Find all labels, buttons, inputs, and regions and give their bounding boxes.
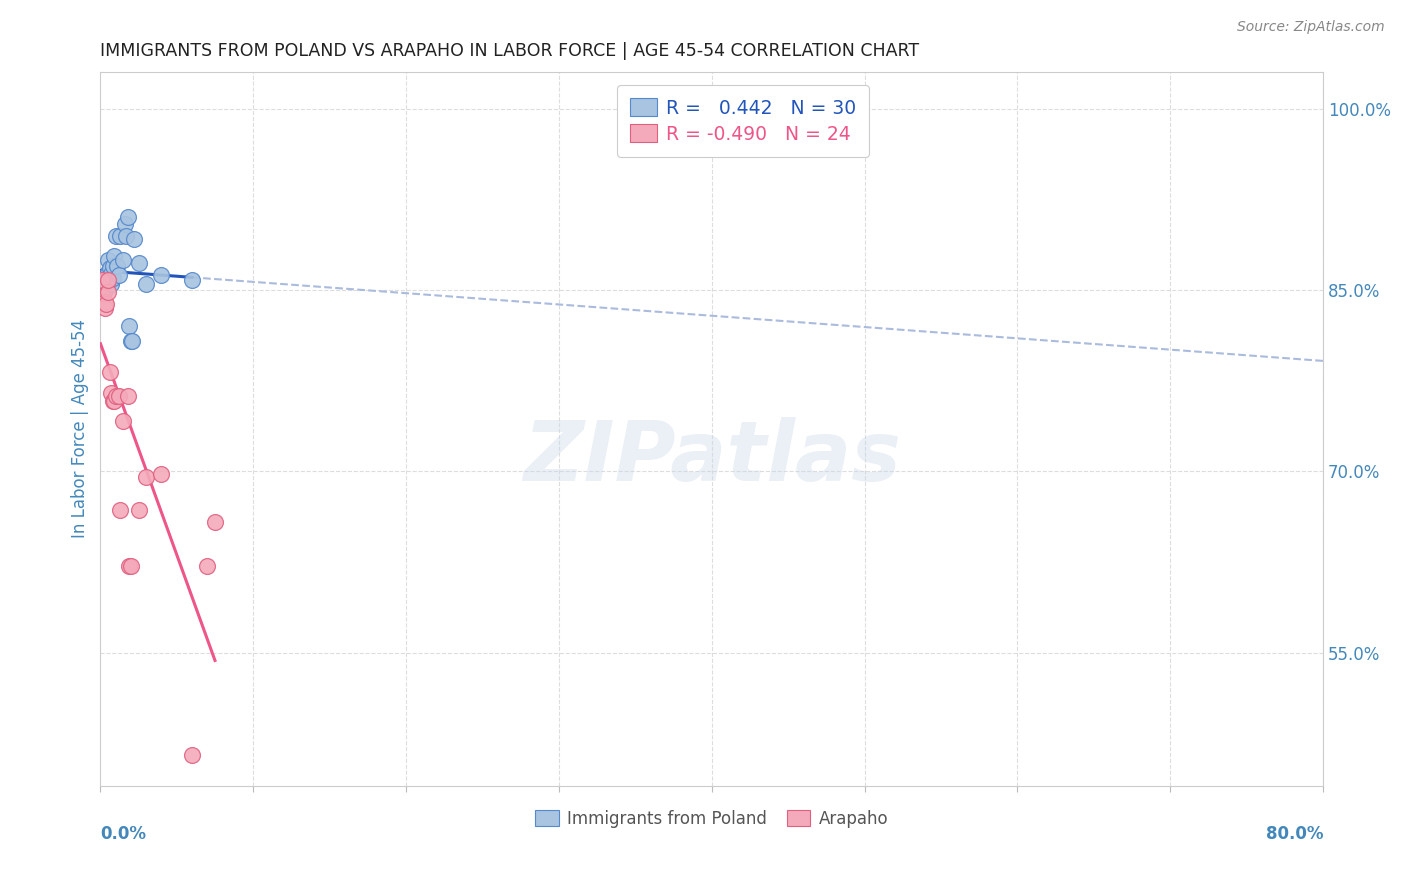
Point (195, 558, 218, 573)
Point (104, 228, 127, 243)
Text: ZIPatlas: ZIPatlas (523, 417, 901, 498)
Point (96, 297, 118, 311)
Point (120, 334, 142, 348)
Point (96, 271, 118, 285)
Point (104, 389, 127, 403)
Point (110, 503, 132, 517)
Point (110, 228, 132, 243)
Point (90, 273, 112, 287)
Point (112, 252, 135, 267)
Point (118, 558, 141, 573)
Point (97, 277, 120, 291)
Text: 0.0%: 0.0% (100, 825, 146, 843)
Point (103, 249, 125, 263)
Point (97, 273, 120, 287)
Point (107, 268, 129, 283)
Point (101, 259, 124, 273)
Text: IMMIGRANTS FROM POLAND VS ARAPAHO IN LABOR FORCE | AGE 45-54 CORRELATION CHART: IMMIGRANTS FROM POLAND VS ARAPAHO IN LAB… (100, 42, 920, 60)
Point (120, 558, 142, 573)
Point (94, 283, 117, 297)
Point (98, 365, 121, 379)
Point (100, 267, 122, 281)
Y-axis label: In Labor Force | Age 45-54: In Labor Force | Age 45-54 (72, 319, 89, 539)
Point (103, 394, 125, 409)
Point (121, 334, 143, 348)
Point (150, 268, 173, 283)
Point (98, 261, 121, 276)
Point (181, 748, 204, 763)
Point (105, 259, 128, 273)
Point (204, 515, 226, 529)
Point (112, 413, 135, 427)
Text: 80.0%: 80.0% (1265, 825, 1323, 843)
Point (117, 389, 139, 403)
Point (98, 273, 121, 287)
Point (90, 289, 112, 303)
Point (100, 277, 122, 291)
Point (128, 503, 150, 517)
Point (100, 385, 122, 400)
Point (101, 271, 124, 285)
Point (97, 285, 120, 300)
Point (135, 277, 157, 291)
Point (135, 470, 157, 484)
Point (94, 295, 117, 310)
Point (101, 394, 124, 409)
Point (107, 389, 129, 403)
Point (122, 232, 145, 246)
Point (115, 228, 138, 243)
Point (150, 467, 173, 481)
Point (181, 273, 204, 287)
Point (94, 301, 117, 315)
Point (117, 211, 139, 225)
Point (97, 252, 120, 267)
Point (97, 265, 120, 279)
Point (93, 289, 115, 303)
Point (114, 217, 136, 231)
Legend: Immigrants from Poland, Arapaho: Immigrants from Poland, Arapaho (529, 803, 894, 834)
Point (118, 319, 141, 334)
Text: Source: ZipAtlas.com: Source: ZipAtlas.com (1237, 20, 1385, 34)
Point (128, 256, 150, 270)
Point (93, 273, 115, 287)
